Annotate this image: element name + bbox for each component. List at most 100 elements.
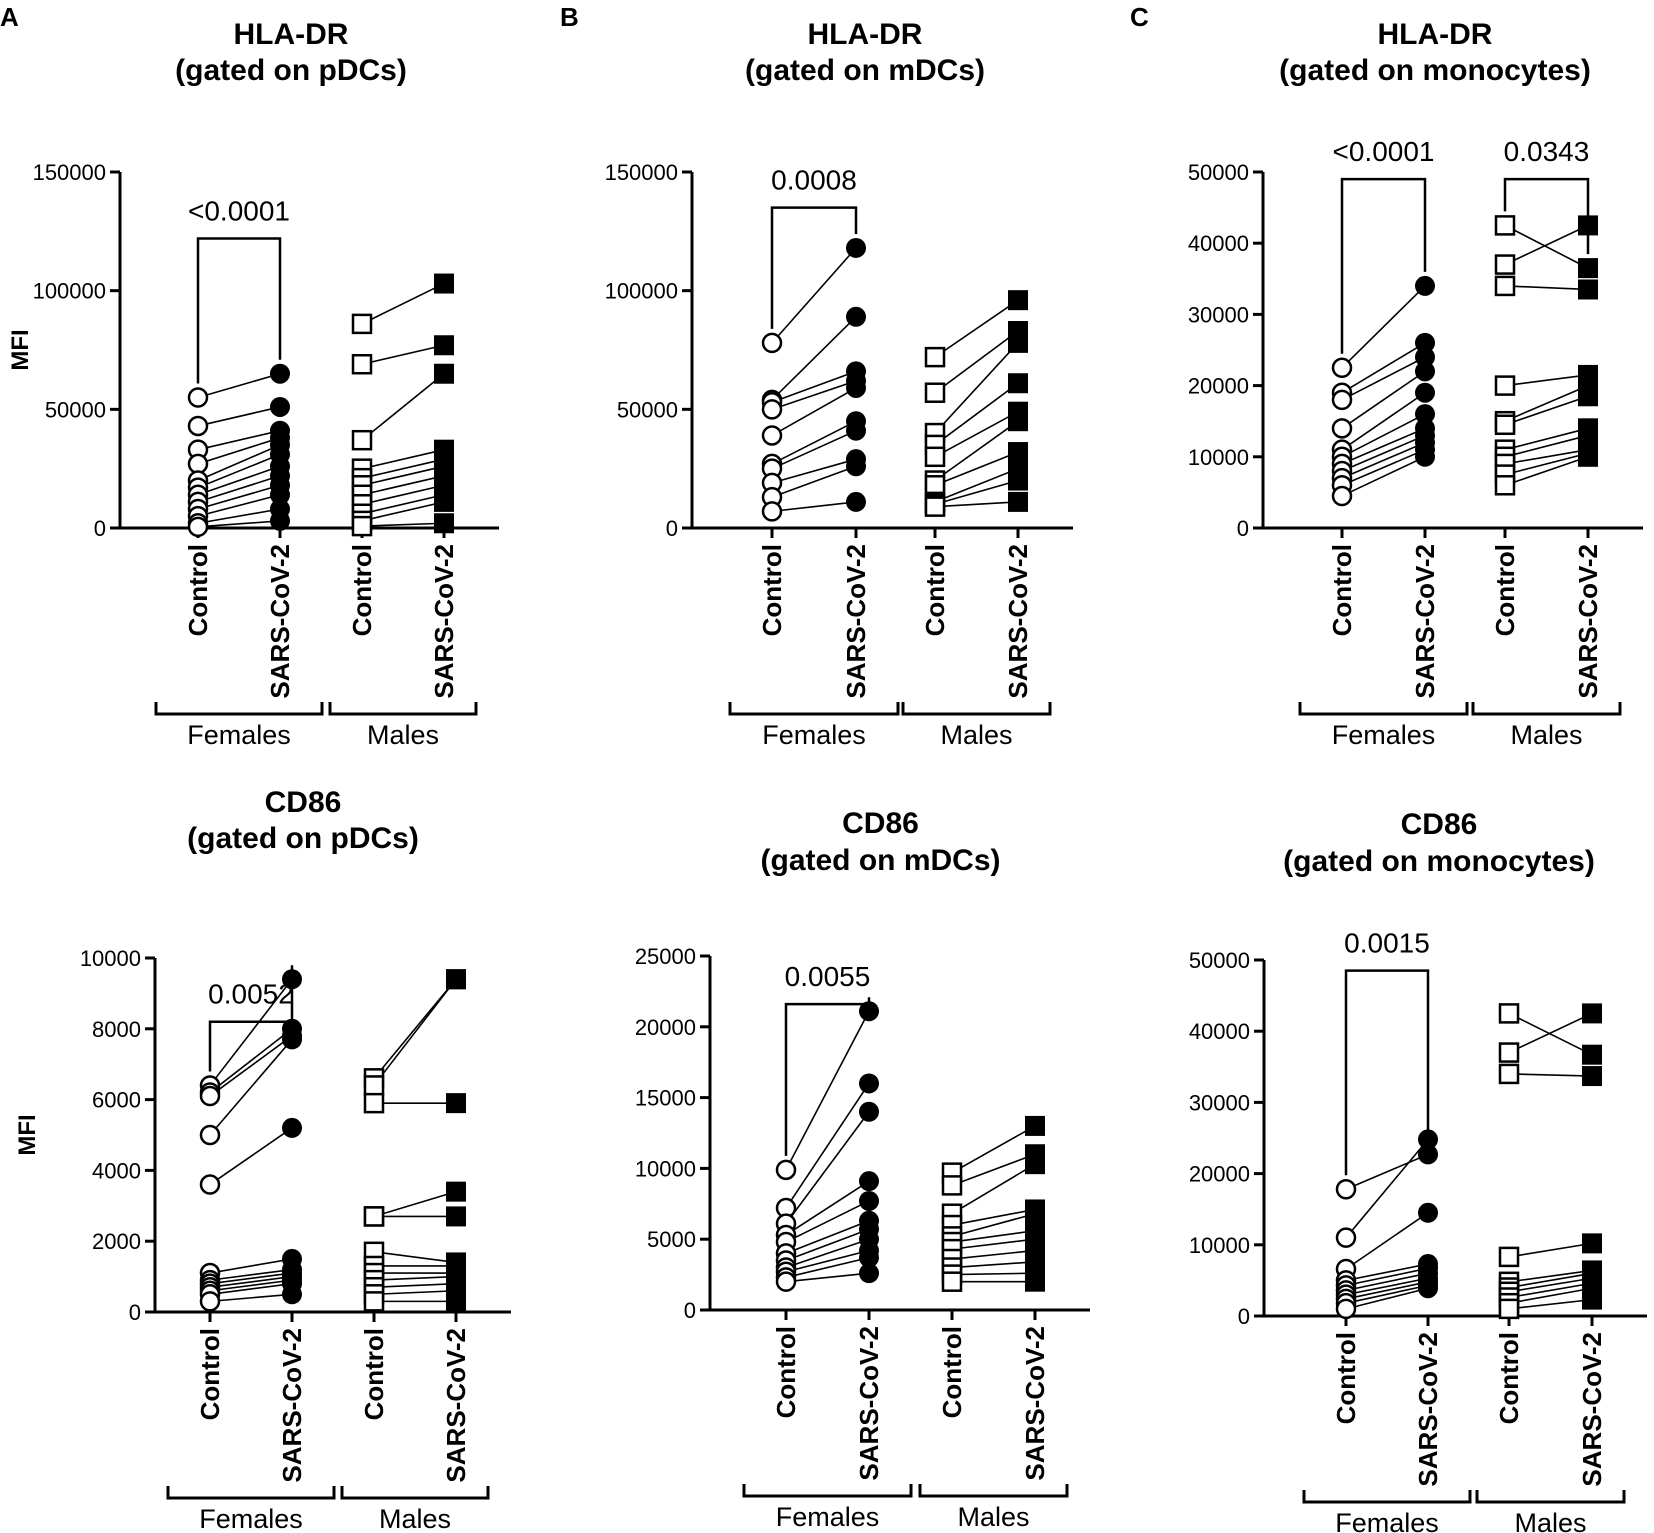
comparison-bracket [784, 997, 871, 1156]
chart-title-line1: HLA-DR [234, 18, 349, 51]
pair-connector [1341, 434, 1426, 472]
female-control-point [199, 1124, 221, 1146]
y-tick-label: 0 [1238, 1304, 1250, 1329]
male-sars-cov-2-point [1582, 1044, 1602, 1065]
female-sars-cov-2-point [859, 1171, 879, 1192]
pair-connector [934, 411, 1019, 458]
pair-connector [1341, 392, 1426, 451]
male-control-point [1498, 1003, 1520, 1024]
male-sars-cov-2-point [1008, 470, 1028, 491]
pair-connector [1345, 1212, 1429, 1270]
y-tick-label: 0 [129, 1300, 141, 1325]
group-bracket [901, 702, 1052, 716]
y-axis-label: MFI [7, 329, 34, 370]
male-control-point [924, 496, 946, 517]
male-sars-cov-2-point [1025, 1115, 1045, 1136]
female-control-point [187, 415, 209, 437]
pair-connector [951, 1125, 1036, 1174]
x-category-label: Control [359, 1328, 389, 1420]
female-control-point [199, 1085, 221, 1107]
pair-connector [934, 479, 1019, 506]
female-sars-cov-2-point [1415, 382, 1435, 403]
pair-connector [1345, 1284, 1429, 1304]
pair-connector [209, 1127, 293, 1186]
pair-connector [373, 1282, 457, 1289]
y-tick-label: 0 [94, 516, 106, 541]
pair-connector [934, 342, 1019, 434]
male-control-point [351, 429, 373, 451]
pair-connector [785, 1228, 870, 1262]
pair-connector [1504, 395, 1589, 426]
pair-connector [361, 475, 445, 496]
female-control-point [761, 399, 783, 420]
pair-connector [197, 372, 281, 399]
female-control-point [199, 1291, 221, 1312]
pair-connector [209, 1268, 293, 1281]
pair-connector [771, 247, 857, 344]
pair-connector [934, 451, 1019, 487]
y-tick-label: 50000 [1189, 948, 1250, 973]
p-value-label: 0.0055 [785, 961, 871, 992]
female-sars-cov-2-point [1415, 361, 1435, 382]
pair-connector [1504, 224, 1589, 266]
x-category-label: SARS-CoV-2 [1573, 544, 1603, 699]
male-control-point [924, 382, 946, 403]
pair-connector [361, 282, 445, 325]
pair-connector [361, 458, 445, 479]
group-bracket [1475, 1490, 1626, 1504]
chart-title-line1: CD86 [1401, 808, 1478, 841]
pair-connector [1341, 448, 1426, 487]
pair-connector [1504, 384, 1589, 422]
male-control-point [1494, 375, 1516, 396]
female-sars-cov-2-point [859, 1263, 879, 1284]
pair-connector [197, 453, 281, 489]
female-sars-cov-2-point [282, 1029, 302, 1050]
female-sars-cov-2-point [846, 420, 866, 441]
male-sars-cov-2-point [434, 363, 454, 384]
y-tick-label: 10000 [80, 946, 141, 971]
female-control-point [1331, 357, 1353, 379]
pair-connector [951, 1212, 1036, 1238]
female-sars-cov-2-point [846, 377, 866, 398]
pair-connector [209, 1258, 293, 1274]
pair-connector [771, 316, 857, 401]
chart-title-line2: (gated on pDCs) [187, 822, 419, 855]
p-value-label: <0.0001 [1333, 136, 1435, 167]
group-label: Females [187, 720, 291, 750]
chart-cd86-monocytes: CD86 (gated on monocytes) 0 10000 20000 30000… [1189, 808, 1647, 1533]
male-control-point [924, 475, 946, 496]
comparison-bracket [1503, 177, 1590, 255]
pair-connector [1504, 448, 1589, 465]
pair-connector [785, 1272, 870, 1283]
pair-connector [361, 448, 445, 470]
pair-connector [771, 370, 857, 403]
pair-connector [209, 1035, 293, 1097]
pair-connector [951, 1229, 1036, 1243]
y-tick-label: 150000 [605, 160, 678, 185]
male-sars-cov-2-point [1582, 1003, 1602, 1024]
chart-title-line1: HLA-DR [1378, 18, 1493, 51]
x-category-label: SARS-CoV-2 [854, 1326, 884, 1481]
panel-letter-b: B [560, 2, 579, 32]
pair-connector [1508, 1287, 1593, 1304]
pair-connector [1504, 434, 1589, 458]
comparison-bracket [196, 237, 282, 384]
pair-connector [1341, 285, 1426, 369]
male-control-point [351, 353, 373, 375]
pair-connector [1345, 1138, 1429, 1239]
chart-cd86-mdcs: CD86 (gated on mDCs) 0 5000 10000 15000 20000 2… [635, 807, 1090, 1532]
chart-hla-dr-mdcs: HLA-DR(gated on mDCs) 0 50000 100000 150000 C… [605, 18, 1073, 750]
pair-connector [361, 373, 445, 441]
pair-connector [1345, 1263, 1429, 1282]
y-tick-label: 15000 [635, 1086, 696, 1111]
male-control-point [1494, 275, 1516, 297]
group-bracket [728, 702, 900, 716]
pair-connector [373, 1275, 457, 1281]
male-control-point [1498, 1246, 1520, 1268]
pair-connector [1341, 342, 1426, 394]
comparison-bracket [208, 965, 294, 1072]
male-sars-cov-2-point [1578, 258, 1598, 279]
pair-connector [951, 1249, 1036, 1260]
pair-connector [209, 1279, 293, 1292]
